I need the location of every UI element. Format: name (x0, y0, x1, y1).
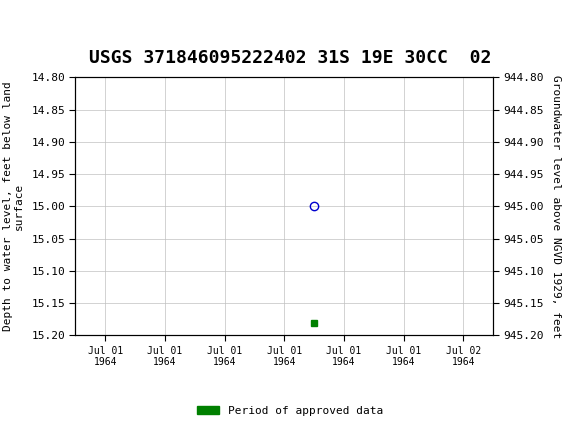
Text: USGS 371846095222402 31S 19E 30CC  02: USGS 371846095222402 31S 19E 30CC 02 (89, 49, 491, 67)
Y-axis label: Depth to water level, feet below land
surface: Depth to water level, feet below land su… (3, 82, 24, 331)
Text: ≡USGS: ≡USGS (12, 16, 70, 35)
Legend: Period of approved data: Period of approved data (193, 401, 387, 420)
Y-axis label: Groundwater level above NGVD 1929, feet: Groundwater level above NGVD 1929, feet (551, 75, 561, 338)
